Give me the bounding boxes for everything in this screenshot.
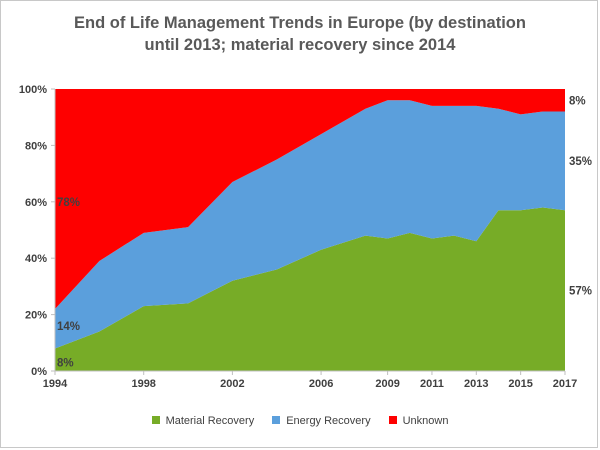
area-unknown xyxy=(55,89,565,309)
chart-data-labels: 78% 14% 8% 8% 35% 57% xyxy=(57,95,592,369)
data-label: 78% xyxy=(57,197,80,209)
area-material-recovery xyxy=(55,207,565,371)
x-tick-label: 2006 xyxy=(309,378,333,390)
legend-label: Unknown xyxy=(402,415,449,427)
x-tick-label: 1994 xyxy=(43,378,68,390)
legend-item: Unknown xyxy=(388,415,449,427)
data-label: 8% xyxy=(569,95,586,107)
y-tick-label: 60% xyxy=(25,197,47,209)
legend-swatch xyxy=(272,416,281,424)
y-tick-label: 0% xyxy=(31,366,47,378)
chart-axes: 0% 20% 40% 60% 80% 100% 1994 1998 2002 2006 2009 20… xyxy=(19,84,577,390)
data-label: 14% xyxy=(57,321,80,333)
legend-swatch xyxy=(151,416,160,424)
data-label: 57% xyxy=(569,286,592,298)
chart-title-line-1: End of Life Management Trends in Europe … xyxy=(74,14,526,32)
x-tick-label: 1998 xyxy=(131,378,155,390)
y-tick-label: 40% xyxy=(25,253,47,265)
x-tick-label: 2011 xyxy=(420,378,444,390)
legend-swatch xyxy=(388,416,397,424)
y-tick-label: 80% xyxy=(25,140,47,152)
legend-item: Material Recovery xyxy=(151,415,255,427)
chart-legend: Material Recovery Energy Recovery Unknown xyxy=(0,415,600,427)
x-tick-label: 2009 xyxy=(375,378,399,390)
chart-areas xyxy=(55,89,565,371)
y-tick-label: 100% xyxy=(19,84,47,96)
data-label: 8% xyxy=(57,358,74,370)
chart-title: End of Life Management Trends in Europe … xyxy=(0,12,600,56)
x-tick-label: 2013 xyxy=(464,378,488,390)
area-energy-recovery xyxy=(55,100,565,349)
x-tick-label: 2015 xyxy=(508,378,532,390)
x-tick-label: 2002 xyxy=(220,378,244,390)
x-tick-label: 2017 xyxy=(553,378,577,390)
data-label: 35% xyxy=(569,156,592,168)
legend-label: Material Recovery xyxy=(165,415,255,427)
legend-label: Energy Recovery xyxy=(286,415,371,427)
chart-title-line-2: until 2013; material recovery since 2014 xyxy=(144,36,456,54)
legend-item: Energy Recovery xyxy=(272,415,371,427)
y-tick-label: 20% xyxy=(25,310,47,322)
